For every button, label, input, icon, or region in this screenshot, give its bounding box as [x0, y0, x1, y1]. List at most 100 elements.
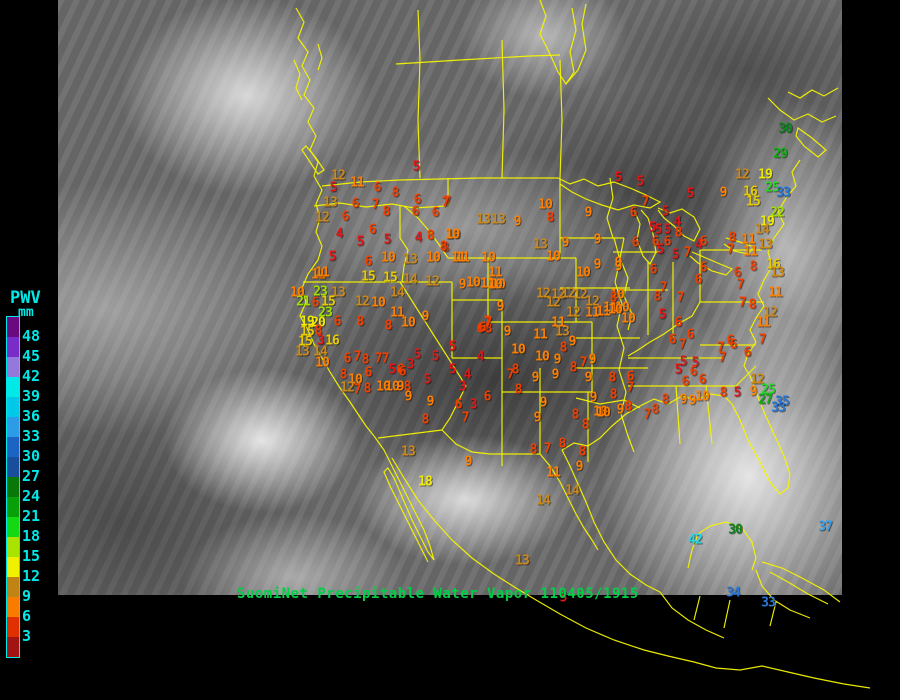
legend-swatch	[7, 457, 19, 477]
station-value: 9	[584, 205, 593, 221]
station-value: 10	[593, 404, 608, 420]
station-value: 7	[461, 410, 470, 426]
station-value: 25	[761, 382, 776, 398]
station-value: 13	[770, 265, 785, 281]
legend-value-label: 39	[22, 387, 41, 405]
station-value: 8	[391, 185, 400, 201]
station-value: 10	[621, 311, 636, 327]
station-value: 9	[513, 214, 522, 230]
station-value: 10	[610, 287, 625, 303]
station-value: 30	[778, 121, 793, 137]
station-value: 7	[716, 340, 725, 356]
station-value: 9	[404, 389, 413, 405]
station-value: 7	[484, 315, 493, 331]
legend-value-label: 18	[22, 527, 41, 545]
station-value: 34	[726, 585, 741, 601]
station-value: 6	[663, 234, 672, 250]
station-value: 35	[775, 394, 790, 410]
station-value: 5	[658, 307, 667, 323]
station-value: 12	[340, 380, 355, 396]
station-value: 8	[421, 412, 430, 428]
station-value: 16	[743, 184, 758, 200]
station-value: 8	[581, 417, 590, 433]
station-value: 8	[661, 392, 670, 408]
legend-swatch	[7, 557, 19, 577]
station-value: 12	[585, 294, 600, 310]
station-value: 25	[765, 180, 780, 196]
legend-swatch	[7, 317, 19, 337]
station-value: 7	[718, 350, 727, 366]
station-value: 9	[561, 235, 570, 251]
station-value: 13	[758, 237, 773, 253]
station-value: 8	[608, 370, 617, 386]
pwv-legend: PWV mm 48 45 42 39 36 33 30 27 24 21 18 15 12 9 6 3	[2, 288, 58, 678]
station-value: 9	[426, 394, 435, 410]
station-value: 9	[589, 390, 598, 406]
station-value: 7	[543, 441, 552, 457]
station-value: 5	[448, 362, 457, 378]
station-value: 8	[624, 399, 633, 415]
station-value: 6	[364, 254, 373, 270]
station-value: 20	[311, 315, 326, 331]
station-value: 8	[558, 436, 567, 452]
station-value: 10	[290, 285, 305, 301]
legend-swatch	[7, 537, 19, 557]
station-value: 10	[376, 379, 391, 395]
station-value: 9	[749, 384, 758, 400]
station-value: 14	[313, 344, 328, 360]
station-value: 10	[445, 227, 460, 243]
station-value: 9	[614, 259, 623, 275]
station-value: 7	[736, 277, 745, 293]
station-value: 5	[448, 339, 457, 355]
legend-value-label: 33	[22, 427, 41, 445]
station-value: 6	[413, 192, 422, 208]
legend-swatch	[7, 417, 19, 437]
legend-swatch	[7, 397, 19, 417]
station-value: 19	[758, 167, 773, 183]
station-value: 5	[413, 347, 422, 363]
station-value: 10	[488, 277, 503, 293]
legend-value-label: 21	[22, 507, 41, 525]
station-value: 10	[615, 300, 630, 316]
station-value: 15	[321, 294, 336, 310]
station-value: 12	[551, 287, 566, 303]
station-value: 22	[770, 205, 785, 221]
station-value: 4	[476, 349, 485, 365]
station-value: 8	[748, 297, 757, 313]
station-value: 5	[328, 249, 337, 265]
station-value: 10	[546, 249, 561, 265]
station-value: 5	[691, 355, 700, 371]
station-value: 14	[536, 493, 551, 509]
legend-value-label: 42	[22, 367, 41, 385]
station-value: 11	[741, 232, 756, 248]
station-value: 14	[755, 222, 770, 238]
station-value: 18	[418, 474, 433, 490]
legend-swatch	[7, 377, 19, 397]
station-value: 5	[686, 186, 695, 202]
station-value: 9	[496, 299, 505, 315]
legend-value-label: 3	[22, 627, 32, 645]
station-value: 5	[614, 170, 623, 186]
station-value: 13	[476, 212, 491, 228]
station-value: 7	[441, 195, 450, 211]
station-value: 7	[659, 280, 668, 296]
station-value: 11	[455, 250, 470, 266]
station-value: 8	[426, 228, 435, 244]
station-value: 9	[568, 334, 577, 350]
station-value: 6	[651, 234, 660, 250]
station-value: 23	[318, 305, 333, 321]
station-value: 4	[694, 237, 703, 253]
station-value: 6	[333, 314, 342, 330]
station-value: 10	[426, 250, 441, 266]
station-value: 6	[431, 205, 440, 221]
station-value: 12	[331, 168, 346, 184]
station-value: 3	[458, 379, 467, 395]
station-value: 6	[743, 345, 752, 361]
station-value: 12	[750, 372, 765, 388]
station-value: 9	[688, 393, 697, 409]
station-value: 8	[403, 379, 412, 395]
station-value: 8	[384, 318, 393, 334]
station-value: 8	[674, 225, 683, 241]
station-value: 6	[364, 365, 373, 381]
station-value: 9	[503, 324, 512, 340]
